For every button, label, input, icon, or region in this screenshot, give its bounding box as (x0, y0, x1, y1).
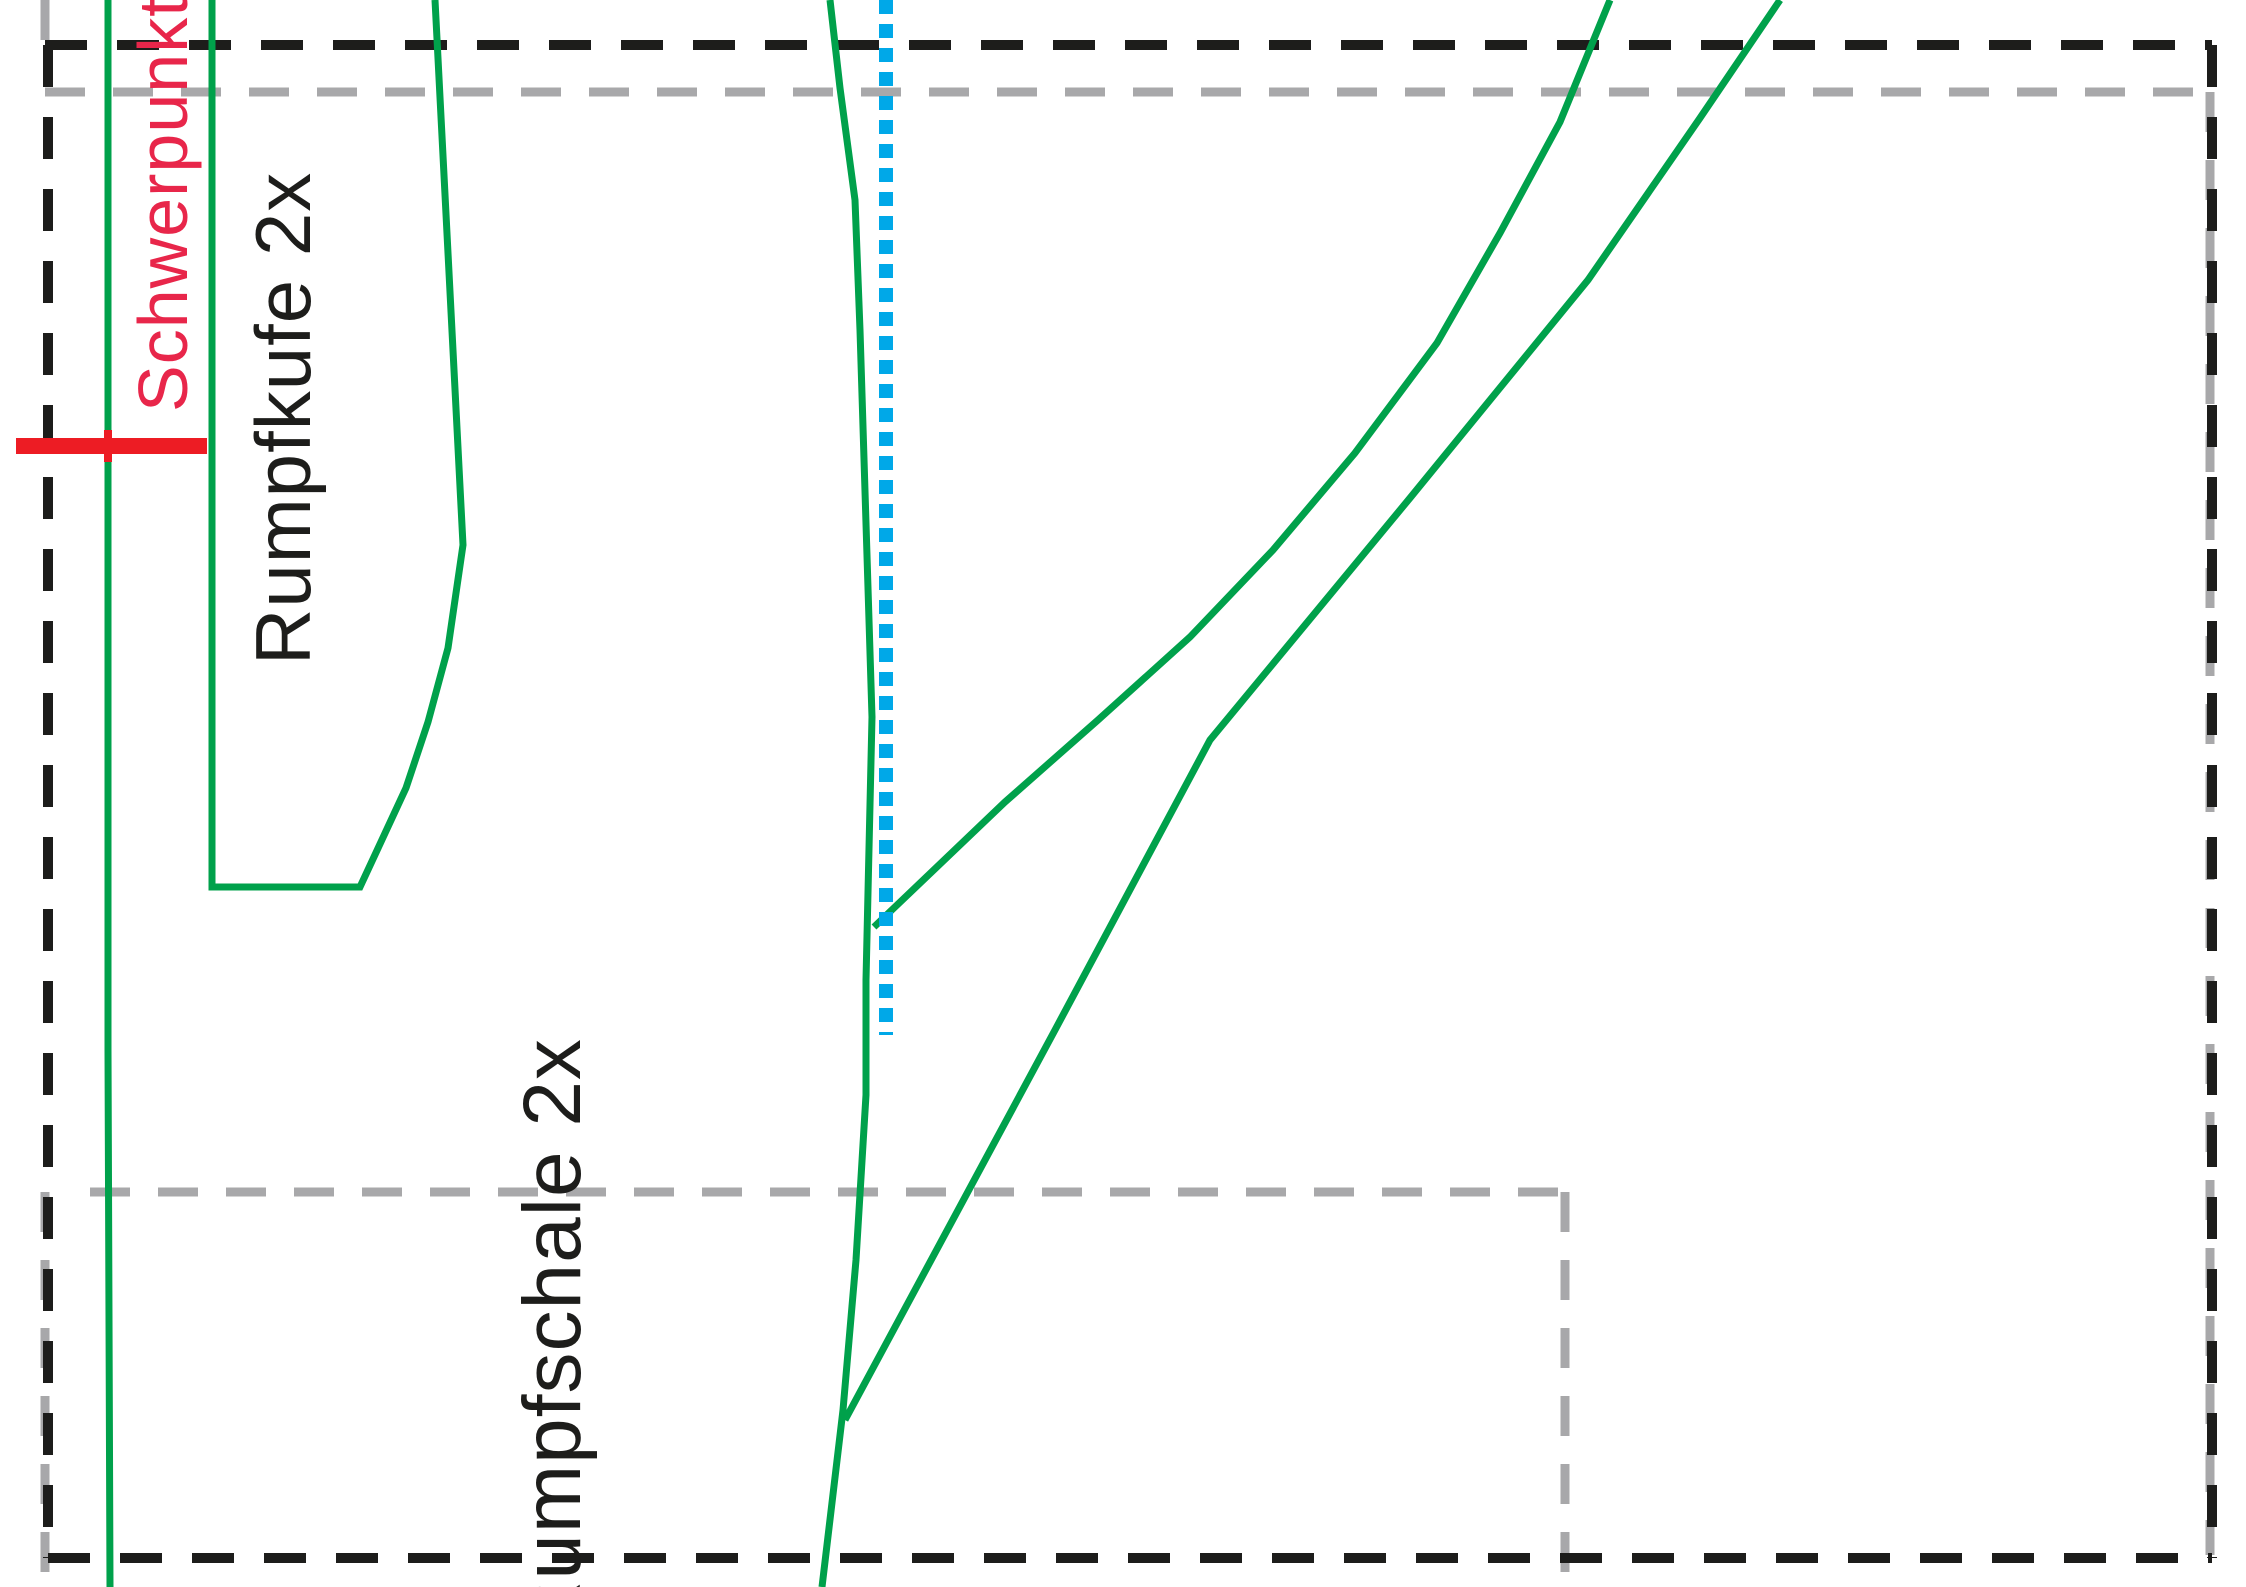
shell-part-label: Rumpfschale 2x (507, 1038, 598, 1587)
sheet-border-group (43, 40, 2217, 1563)
fuselage-skid-outline (208, 0, 467, 891)
cg-marker-group (16, 430, 207, 462)
cut-outlines-group (104, 0, 1783, 1587)
fuselage-shell-upper-edge (871, 0, 1614, 930)
light-frame-group (40, 0, 2215, 1587)
left-edge-cut-line (104, 0, 114, 1587)
skid-part-label: Rumpfkufe 2x (239, 172, 327, 665)
cg-label: Schwerpunkt (124, 0, 202, 412)
fuselage-shell-lower-edge (841, 0, 1783, 1422)
fuselage-shell-spine (818, 0, 876, 1587)
